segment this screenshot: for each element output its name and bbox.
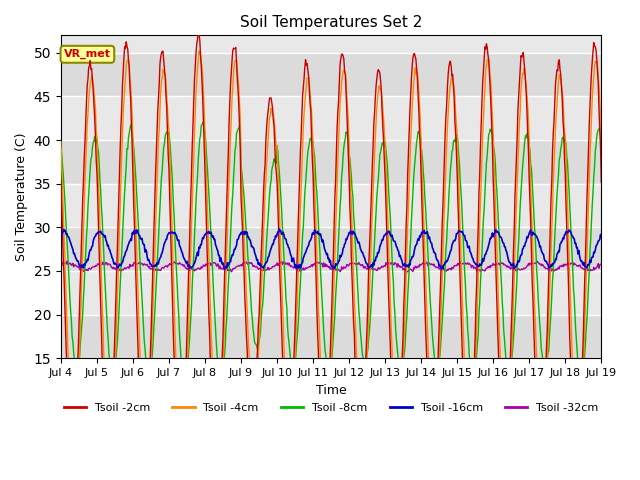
Tsoil -2cm [57, 178, 65, 183]
Tsoil -8cm [549, 268, 557, 274]
Tsoil -32cm [404, 269, 412, 275]
Bar [61, 140, 601, 184]
Tsoil -32cm [376, 265, 384, 271]
Tsoil -8cm [377, 149, 385, 155]
Tsoil -2cm [597, 179, 605, 185]
Tsoil -8cm [430, 348, 438, 354]
Tsoil -16cm [377, 241, 385, 247]
Tsoil -2cm [324, 411, 332, 417]
Text: VR_met: VR_met [64, 49, 111, 60]
Line: Tsoil -4cm: Tsoil -4cm [61, 51, 601, 456]
Tsoil -16cm [275, 226, 283, 232]
Tsoil -2cm [195, 28, 202, 34]
Tsoil -8cm [200, 125, 208, 131]
Line: Tsoil -16cm: Tsoil -16cm [61, 229, 601, 269]
Tsoil -2cm [175, 464, 183, 469]
Tsoil -32cm [57, 263, 65, 268]
Legend: Tsoil -2cm, Tsoil -4cm, Tsoil -8cm, Tsoil -16cm, Tsoil -32cm: Tsoil -2cm, Tsoil -4cm, Tsoil -8cm, Tsoi… [60, 398, 603, 417]
Tsoil -16cm [597, 234, 605, 240]
Tsoil -16cm [324, 256, 332, 262]
Tsoil -16cm [175, 242, 183, 248]
Tsoil -32cm [597, 262, 605, 267]
Bar [61, 53, 601, 96]
Line: Tsoil -8cm: Tsoil -8cm [61, 122, 601, 384]
Tsoil -4cm [195, 48, 203, 54]
Tsoil -4cm [549, 180, 557, 185]
Tsoil -2cm [177, 469, 184, 475]
Tsoil -16cm [199, 235, 207, 240]
Bar [61, 314, 601, 358]
Tsoil -16cm [221, 266, 228, 272]
Tsoil -2cm [377, 78, 385, 84]
Tsoil -16cm [57, 231, 65, 237]
Bar [61, 228, 601, 271]
Tsoil -4cm [200, 108, 208, 114]
Tsoil -8cm [597, 144, 605, 150]
Line: Tsoil -32cm: Tsoil -32cm [61, 261, 601, 272]
Tsoil -8cm [324, 369, 332, 375]
Tsoil -16cm [430, 250, 438, 255]
Tsoil -2cm [549, 131, 557, 136]
Tsoil -16cm [549, 261, 557, 267]
Title: Soil Temperatures Set 2: Soil Temperatures Set 2 [240, 15, 422, 30]
Tsoil -32cm [430, 261, 438, 267]
Tsoil -2cm [430, 434, 438, 440]
X-axis label: Time: Time [316, 384, 346, 396]
Tsoil -4cm [324, 419, 332, 424]
Tsoil -4cm [175, 439, 183, 445]
Y-axis label: Soil Temperature (C): Soil Temperature (C) [15, 132, 28, 261]
Tsoil -4cm [430, 426, 438, 432]
Tsoil -8cm [175, 330, 183, 336]
Tsoil -8cm [180, 382, 188, 387]
Tsoil -8cm [57, 146, 65, 152]
Tsoil -4cm [597, 142, 605, 148]
Tsoil -32cm [200, 262, 207, 268]
Tsoil -4cm [377, 86, 385, 92]
Tsoil -32cm [549, 266, 557, 272]
Tsoil -32cm [323, 264, 331, 269]
Line: Tsoil -2cm: Tsoil -2cm [61, 31, 601, 472]
Tsoil -32cm [63, 258, 71, 264]
Tsoil -2cm [200, 144, 208, 149]
Tsoil -8cm [200, 119, 207, 125]
Tsoil -4cm [57, 139, 65, 144]
Tsoil -4cm [179, 453, 186, 458]
Tsoil -32cm [177, 261, 184, 266]
